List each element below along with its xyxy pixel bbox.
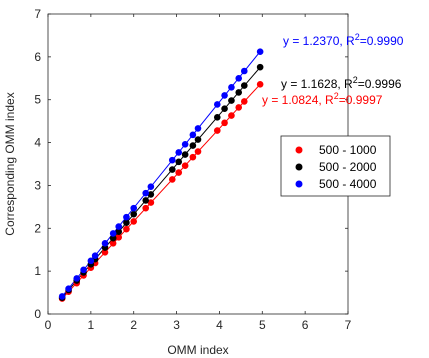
data-point bbox=[257, 81, 264, 88]
data-point bbox=[182, 141, 189, 148]
data-point bbox=[115, 223, 122, 230]
y-axis-label: Corresponding OMM index bbox=[3, 92, 17, 235]
y-tick-label: 3 bbox=[34, 178, 41, 192]
data-point bbox=[195, 148, 202, 155]
data-point bbox=[130, 211, 137, 218]
data-point bbox=[182, 151, 189, 158]
data-point bbox=[175, 159, 182, 166]
data-point bbox=[241, 82, 248, 89]
data-point bbox=[214, 127, 221, 134]
data-point bbox=[182, 162, 189, 169]
data-point bbox=[59, 293, 66, 300]
y-tick-label: 0 bbox=[34, 307, 41, 321]
fit-label-2: y = 1.1628, R2=0.9996 bbox=[281, 75, 402, 91]
data-point bbox=[221, 105, 228, 112]
legend-marker-1 bbox=[296, 147, 303, 154]
x-tick-label: 5 bbox=[259, 318, 266, 332]
data-point bbox=[65, 285, 72, 292]
data-point bbox=[142, 197, 149, 204]
data-point bbox=[190, 132, 197, 139]
x-tick-label: 7 bbox=[345, 318, 352, 332]
data-point bbox=[92, 252, 99, 259]
data-point bbox=[195, 136, 202, 143]
data-point bbox=[221, 92, 228, 99]
legend-label-3: 500 - 4000 bbox=[319, 177, 377, 191]
data-point bbox=[175, 169, 182, 176]
data-point bbox=[123, 214, 130, 221]
x-tick-label: 0 bbox=[45, 318, 52, 332]
data-point bbox=[228, 84, 235, 91]
data-point bbox=[175, 149, 182, 156]
data-point bbox=[142, 205, 149, 212]
x-axis-label: OMM index bbox=[167, 343, 228, 357]
y-tick-label: 2 bbox=[34, 221, 41, 235]
legend-label-2: 500 - 2000 bbox=[319, 160, 377, 174]
data-point bbox=[190, 142, 197, 149]
data-point bbox=[214, 101, 221, 108]
data-point bbox=[169, 176, 176, 183]
data-point bbox=[169, 166, 176, 173]
x-tick-label: 3 bbox=[173, 318, 180, 332]
data-point bbox=[102, 240, 109, 247]
data-point bbox=[257, 48, 264, 55]
y-tick-label: 1 bbox=[34, 264, 41, 278]
legend-marker-2 bbox=[296, 164, 303, 171]
legend-marker-3 bbox=[296, 181, 303, 188]
x-tick-label: 1 bbox=[88, 318, 95, 332]
data-point bbox=[228, 112, 235, 119]
legend: 500 - 1000 500 - 2000 500 - 4000 bbox=[281, 136, 390, 196]
data-point bbox=[88, 258, 95, 265]
y-tick-label: 4 bbox=[34, 136, 41, 150]
data-point bbox=[110, 230, 117, 237]
data-point bbox=[169, 157, 176, 164]
data-point bbox=[195, 125, 202, 132]
data-point bbox=[241, 68, 248, 75]
data-point bbox=[73, 275, 80, 282]
data-point bbox=[221, 120, 228, 127]
y-tick-label: 7 bbox=[34, 7, 41, 21]
data-point bbox=[241, 98, 248, 105]
data-point bbox=[148, 183, 155, 190]
data-point bbox=[190, 154, 197, 161]
data-point bbox=[130, 218, 137, 225]
x-tick-label: 2 bbox=[130, 318, 137, 332]
data-point bbox=[80, 267, 87, 274]
data-point bbox=[235, 89, 242, 96]
data-point bbox=[123, 226, 130, 233]
fit-label-1: y = 1.0824, R2=0.9997 bbox=[262, 91, 383, 107]
data-point bbox=[235, 75, 242, 82]
legend-label-1: 500 - 1000 bbox=[319, 143, 377, 157]
data-point bbox=[130, 205, 137, 212]
y-tick-label: 6 bbox=[34, 50, 41, 64]
data-point bbox=[228, 97, 235, 104]
x-tick-label: 4 bbox=[216, 318, 223, 332]
data-point bbox=[214, 114, 221, 121]
x-tick-label: 6 bbox=[302, 318, 309, 332]
fit-label-3: y = 1.2370, R2=0.9990 bbox=[283, 32, 404, 48]
data-point bbox=[142, 190, 149, 197]
data-point bbox=[257, 64, 264, 71]
data-point bbox=[235, 104, 242, 111]
y-tick-label: 5 bbox=[34, 93, 41, 107]
